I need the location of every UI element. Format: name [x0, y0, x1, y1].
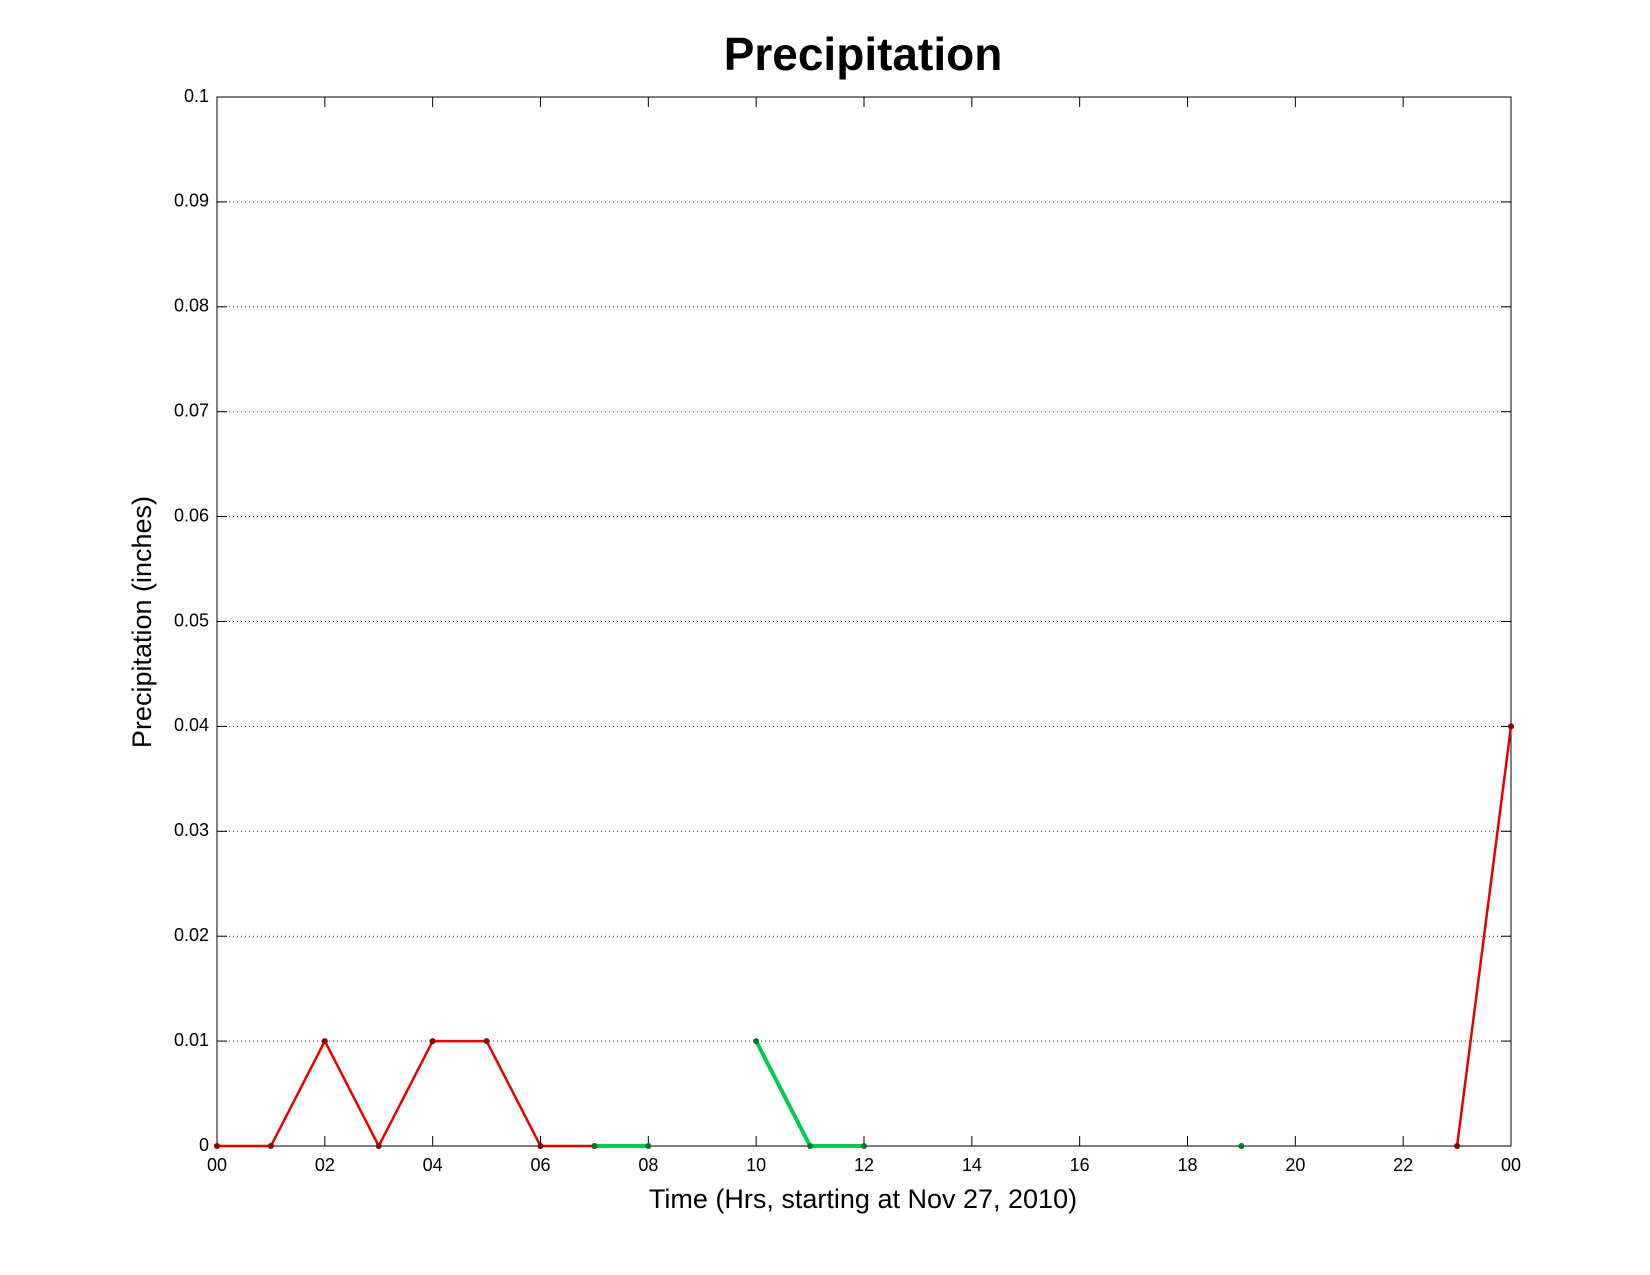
x-tick-label: 00: [1501, 1155, 1521, 1175]
data-point: [591, 1143, 598, 1149]
x-tick-label: 10: [746, 1155, 766, 1175]
x-tick-label: 16: [1070, 1155, 1090, 1175]
data-point: [429, 1038, 436, 1045]
x-tick-label: 02: [315, 1155, 335, 1175]
data-point: [1238, 1143, 1245, 1149]
x-tick-label: 22: [1393, 1155, 1413, 1175]
data-point: [753, 1038, 760, 1045]
data-line: [217, 726, 1513, 1148]
y-tick-label: 0.03: [174, 820, 209, 840]
data-line: [594, 1041, 1241, 1146]
chart-title: Precipitation: [724, 28, 1003, 80]
data-point: [1508, 723, 1514, 730]
y-tick-label: 0.09: [174, 191, 209, 211]
data-point: [267, 1143, 274, 1149]
data-point: [214, 1143, 220, 1149]
x-tick-label: 08: [638, 1155, 658, 1175]
x-tick-label: 04: [423, 1155, 443, 1175]
x-tick-label: 12: [854, 1155, 874, 1175]
data-point: [537, 1143, 544, 1149]
y-tick-label: 0.05: [174, 610, 209, 630]
data-point: [1454, 1143, 1461, 1149]
data-point: [321, 1038, 328, 1045]
data-point: [375, 1143, 382, 1149]
y-tick-label: 0.06: [174, 505, 209, 525]
y-tick-label: 0.07: [174, 400, 209, 420]
data-point: [861, 1143, 867, 1149]
x-tick-label: 06: [530, 1155, 550, 1175]
y-tick-label: 0.01: [174, 1030, 209, 1050]
x-tick-label: 00: [207, 1155, 227, 1175]
y-tick-label: 0.02: [174, 925, 209, 945]
y-tick-label: 0.08: [174, 296, 209, 316]
y-axis-label: Precipitation (inches): [127, 496, 157, 748]
x-tick-label: 20: [1285, 1155, 1305, 1175]
data-point: [807, 1143, 814, 1149]
y-tick-label: 0.1: [184, 86, 209, 106]
data-point: [645, 1143, 652, 1149]
y-tick-label: 0.04: [174, 715, 209, 735]
x-tick-label: 18: [1177, 1155, 1197, 1175]
y-tick-label: 0: [199, 1135, 209, 1155]
x-tick-label: 14: [962, 1155, 982, 1175]
x-axis-label: Time (Hrs, starting at Nov 27, 2010): [649, 1184, 1077, 1214]
plot-frame: [216, 96, 1512, 1147]
data-point: [483, 1038, 490, 1045]
